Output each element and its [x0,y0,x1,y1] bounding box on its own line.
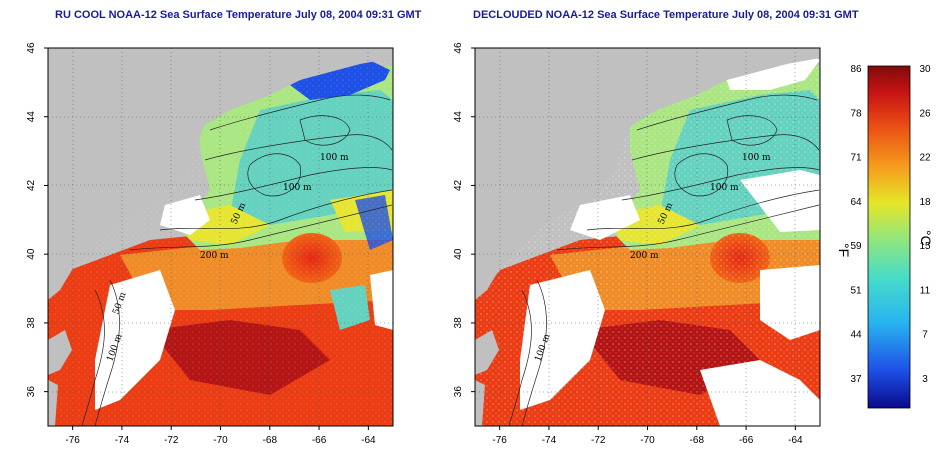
y-tick-label: 44 [26,111,37,123]
x-tick-label: -66 [312,435,327,446]
colorbar-gradient [867,65,911,409]
celsius-tick-label: 22 [919,153,931,164]
x-tick-label: -64 [361,435,376,446]
fahrenheit-unit: °F [836,243,852,257]
fahrenheit-tick-label: 51 [850,285,862,296]
fahrenheit-tick-label: 86 [850,64,862,75]
x-tick-label: -68 [263,435,278,446]
y-tick-label: 38 [453,317,464,329]
celsius-tick-label: 18 [919,197,931,208]
y-tick-label: 36 [453,386,464,398]
x-tick-label: -76 [492,435,507,446]
left-map-title: RU COOL NOAA-12 Sea Surface Temperature … [55,9,422,21]
x-tick-label: -74 [542,435,557,446]
celsius-tick-label: 11 [920,285,931,296]
x-tick-label: -64 [788,435,803,446]
contour-label: 100 m [742,153,771,163]
celsius-unit: °C [918,230,934,246]
colorbar: 86 78 71 64 59 51 44 37 30 26 22 18 15 11 7 3 °F °C [836,64,934,409]
y-tick-label: 38 [26,317,37,329]
contour-label: 100 m [320,153,349,163]
contour-label: 100 m [283,183,312,193]
y-tick-label: 46 [453,42,464,54]
fahrenheit-tick-label: 71 [850,153,862,164]
celsius-tick-label: 3 [922,374,928,385]
fahrenheit-tick-label: 59 [850,241,862,252]
fahrenheit-tick-label: 64 [850,197,862,208]
x-tick-label: -76 [65,435,80,446]
x-tick-label: -68 [690,435,705,446]
x-tick-label: -66 [739,435,754,446]
celsius-tick-label: 15 [919,241,931,252]
contour-label: 100 m [710,183,739,193]
y-tick-label: 42 [453,179,464,191]
celsius-tick-label: 26 [919,108,931,119]
axis-ticks: -76 -74 -72 -70 -68 -66 -64 36 38 40 42 44 46 -76 -74 -… [26,42,803,446]
fahrenheit-tick-label: 78 [850,108,862,119]
contour-label: 200 m [200,251,229,261]
x-tick-label: -70 [213,435,228,446]
x-tick-label: -74 [115,435,130,446]
right-map-title: DECLOUDED NOAA-12 Sea Surface Temperatur… [473,9,859,21]
fahrenheit-tick-label: 37 [850,374,862,385]
contour-label: 200 m [630,251,659,261]
celsius-tick-label: 30 [919,64,931,75]
fahrenheit-tick-label: 44 [850,330,862,341]
x-tick-label: -72 [164,435,179,446]
x-tick-label: -72 [591,435,606,446]
y-tick-label: 40 [453,248,464,260]
left-map: 100 m 100 m 50 m 200 m 50 m 100 m [48,48,393,426]
x-tick-label: -70 [640,435,655,446]
y-tick-label: 44 [453,111,464,123]
right-map: 100 m 100 m 50 m 200 m 100 m [475,48,820,426]
y-tick-label: 40 [26,248,37,260]
celsius-tick-label: 7 [922,330,928,341]
y-tick-label: 42 [26,179,37,191]
y-tick-label: 46 [26,42,37,54]
y-tick-label: 36 [26,386,37,398]
